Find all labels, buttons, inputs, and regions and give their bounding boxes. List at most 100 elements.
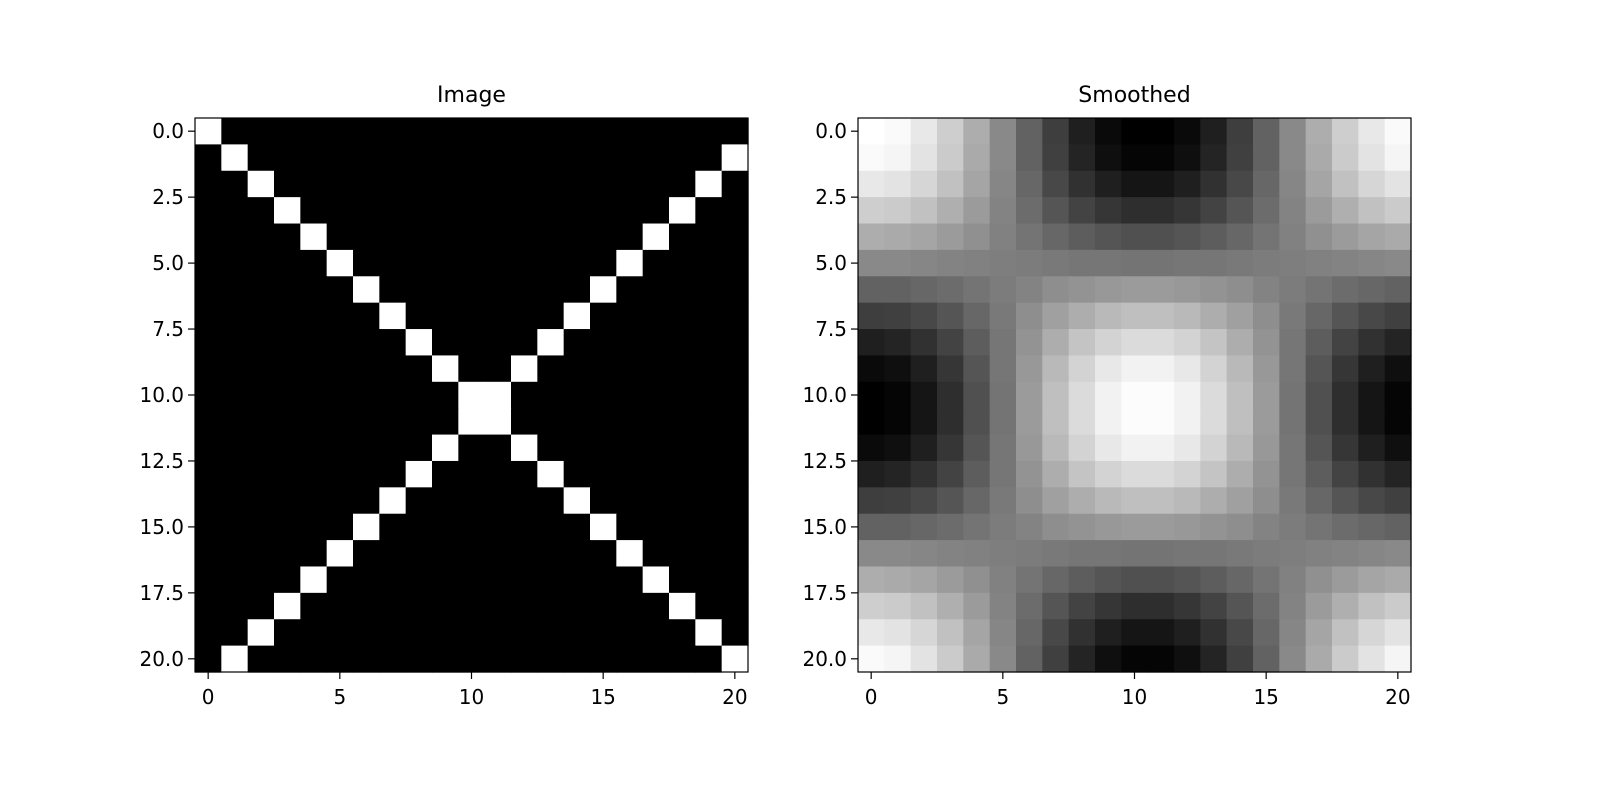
heatmap-cell xyxy=(379,276,407,304)
heatmap-cell xyxy=(884,118,912,145)
heatmap-cell xyxy=(590,566,617,594)
heatmap-cell xyxy=(432,540,459,568)
heatmap-cell xyxy=(1121,566,1149,594)
heatmap-cell xyxy=(937,144,964,172)
heatmap-cell xyxy=(669,144,696,172)
heatmap-cell xyxy=(537,223,565,251)
heatmap-cell xyxy=(1042,645,1070,673)
heatmap-cell xyxy=(1332,434,1359,462)
heatmap-cell xyxy=(910,619,938,647)
heatmap-cell xyxy=(616,197,644,225)
heatmap-cell xyxy=(1279,619,1307,647)
x-tick-label: 20 xyxy=(722,685,747,709)
heatmap-cell xyxy=(884,540,912,568)
heatmap-cell xyxy=(458,540,486,568)
heatmap-cell xyxy=(616,355,644,383)
heatmap-cell xyxy=(963,223,991,251)
heatmap-cell xyxy=(1332,460,1359,488)
heatmap-cell xyxy=(858,513,885,541)
y-tick-label: 0.0 xyxy=(815,119,847,143)
heatmap-cell xyxy=(884,513,912,541)
heatmap-cell xyxy=(379,381,407,409)
heatmap-cell xyxy=(221,434,249,462)
heatmap-cell xyxy=(1174,276,1201,304)
heatmap-cell xyxy=(616,513,644,541)
heatmap-cell xyxy=(458,144,486,172)
heatmap-cell xyxy=(1279,170,1307,198)
heatmap-cell xyxy=(1200,408,1228,436)
heatmap-cell xyxy=(511,513,538,541)
heatmap-cell xyxy=(1147,223,1175,251)
y-tick-label: 12.5 xyxy=(802,449,847,473)
heatmap-cell xyxy=(326,144,354,172)
heatmap-cell xyxy=(1147,566,1175,594)
heatmap-cell xyxy=(1384,381,1412,409)
heatmap-cell xyxy=(963,434,991,462)
heatmap-cell xyxy=(1121,329,1149,357)
heatmap-cell xyxy=(590,276,617,304)
heatmap-cell xyxy=(989,302,1017,330)
heatmap-cell xyxy=(1068,144,1096,172)
heatmap-cell xyxy=(300,408,328,436)
heatmap-cell xyxy=(537,513,565,541)
heatmap-cell xyxy=(458,223,486,251)
heatmap-cell xyxy=(195,276,222,304)
heatmap-cell xyxy=(590,408,617,436)
heatmap-cell xyxy=(1095,619,1122,647)
heatmap-cell xyxy=(247,197,275,225)
heatmap-cell xyxy=(1042,619,1070,647)
heatmap-cell xyxy=(1358,144,1386,172)
heatmap-cell xyxy=(884,276,912,304)
heatmap-cell xyxy=(484,118,512,145)
heatmap-cell xyxy=(195,645,222,673)
heatmap-cell xyxy=(563,249,591,277)
x-tick-label: 15 xyxy=(1253,685,1278,709)
heatmap-cell xyxy=(484,513,512,541)
heatmap-cell xyxy=(221,619,249,647)
heatmap-cell xyxy=(221,460,249,488)
heatmap-cell xyxy=(910,460,938,488)
heatmap-cell xyxy=(1016,619,1043,647)
heatmap-cell xyxy=(1016,487,1043,515)
heatmap-cell xyxy=(1279,144,1307,172)
heatmap-cell xyxy=(563,619,591,647)
heatmap-cell xyxy=(221,118,249,145)
heatmap-cell xyxy=(221,381,249,409)
heatmap-cell xyxy=(1253,566,1280,594)
heatmap-cell xyxy=(858,276,885,304)
heatmap-cell xyxy=(1147,645,1175,673)
heatmap-cell xyxy=(1384,460,1412,488)
heatmap-cell xyxy=(353,355,380,383)
heatmap-cell xyxy=(721,197,749,225)
heatmap-cell xyxy=(937,381,964,409)
heatmap-cell xyxy=(669,513,696,541)
heatmap-cell xyxy=(1358,487,1386,515)
heatmap-cell xyxy=(1253,276,1280,304)
heatmap-cell xyxy=(247,118,275,145)
heatmap-cell xyxy=(1042,540,1070,568)
heatmap-cell xyxy=(537,249,565,277)
heatmap-cell xyxy=(989,566,1017,594)
heatmap-cell xyxy=(1174,513,1201,541)
heatmap-cell xyxy=(484,355,512,383)
heatmap-cell xyxy=(1068,487,1096,515)
heatmap-cell xyxy=(326,487,354,515)
heatmap-cell xyxy=(669,645,696,673)
heatmap-cell xyxy=(353,645,380,673)
heatmap-cell xyxy=(432,513,459,541)
heatmap-cell xyxy=(511,645,538,673)
heatmap-cell xyxy=(721,329,749,357)
heatmap-cell xyxy=(326,566,354,594)
heatmap-cell xyxy=(563,118,591,145)
heatmap-cell xyxy=(1042,434,1070,462)
heatmap-cell xyxy=(221,197,249,225)
heatmap-cell xyxy=(642,460,670,488)
heatmap-cell xyxy=(537,540,565,568)
heatmap-cell xyxy=(432,645,459,673)
heatmap-cell xyxy=(1174,144,1201,172)
heatmap-cell xyxy=(537,197,565,225)
heatmap-cell xyxy=(300,566,328,594)
heatmap-cell xyxy=(884,434,912,462)
heatmap-cell xyxy=(1068,170,1096,198)
heatmap-cell xyxy=(695,487,723,515)
